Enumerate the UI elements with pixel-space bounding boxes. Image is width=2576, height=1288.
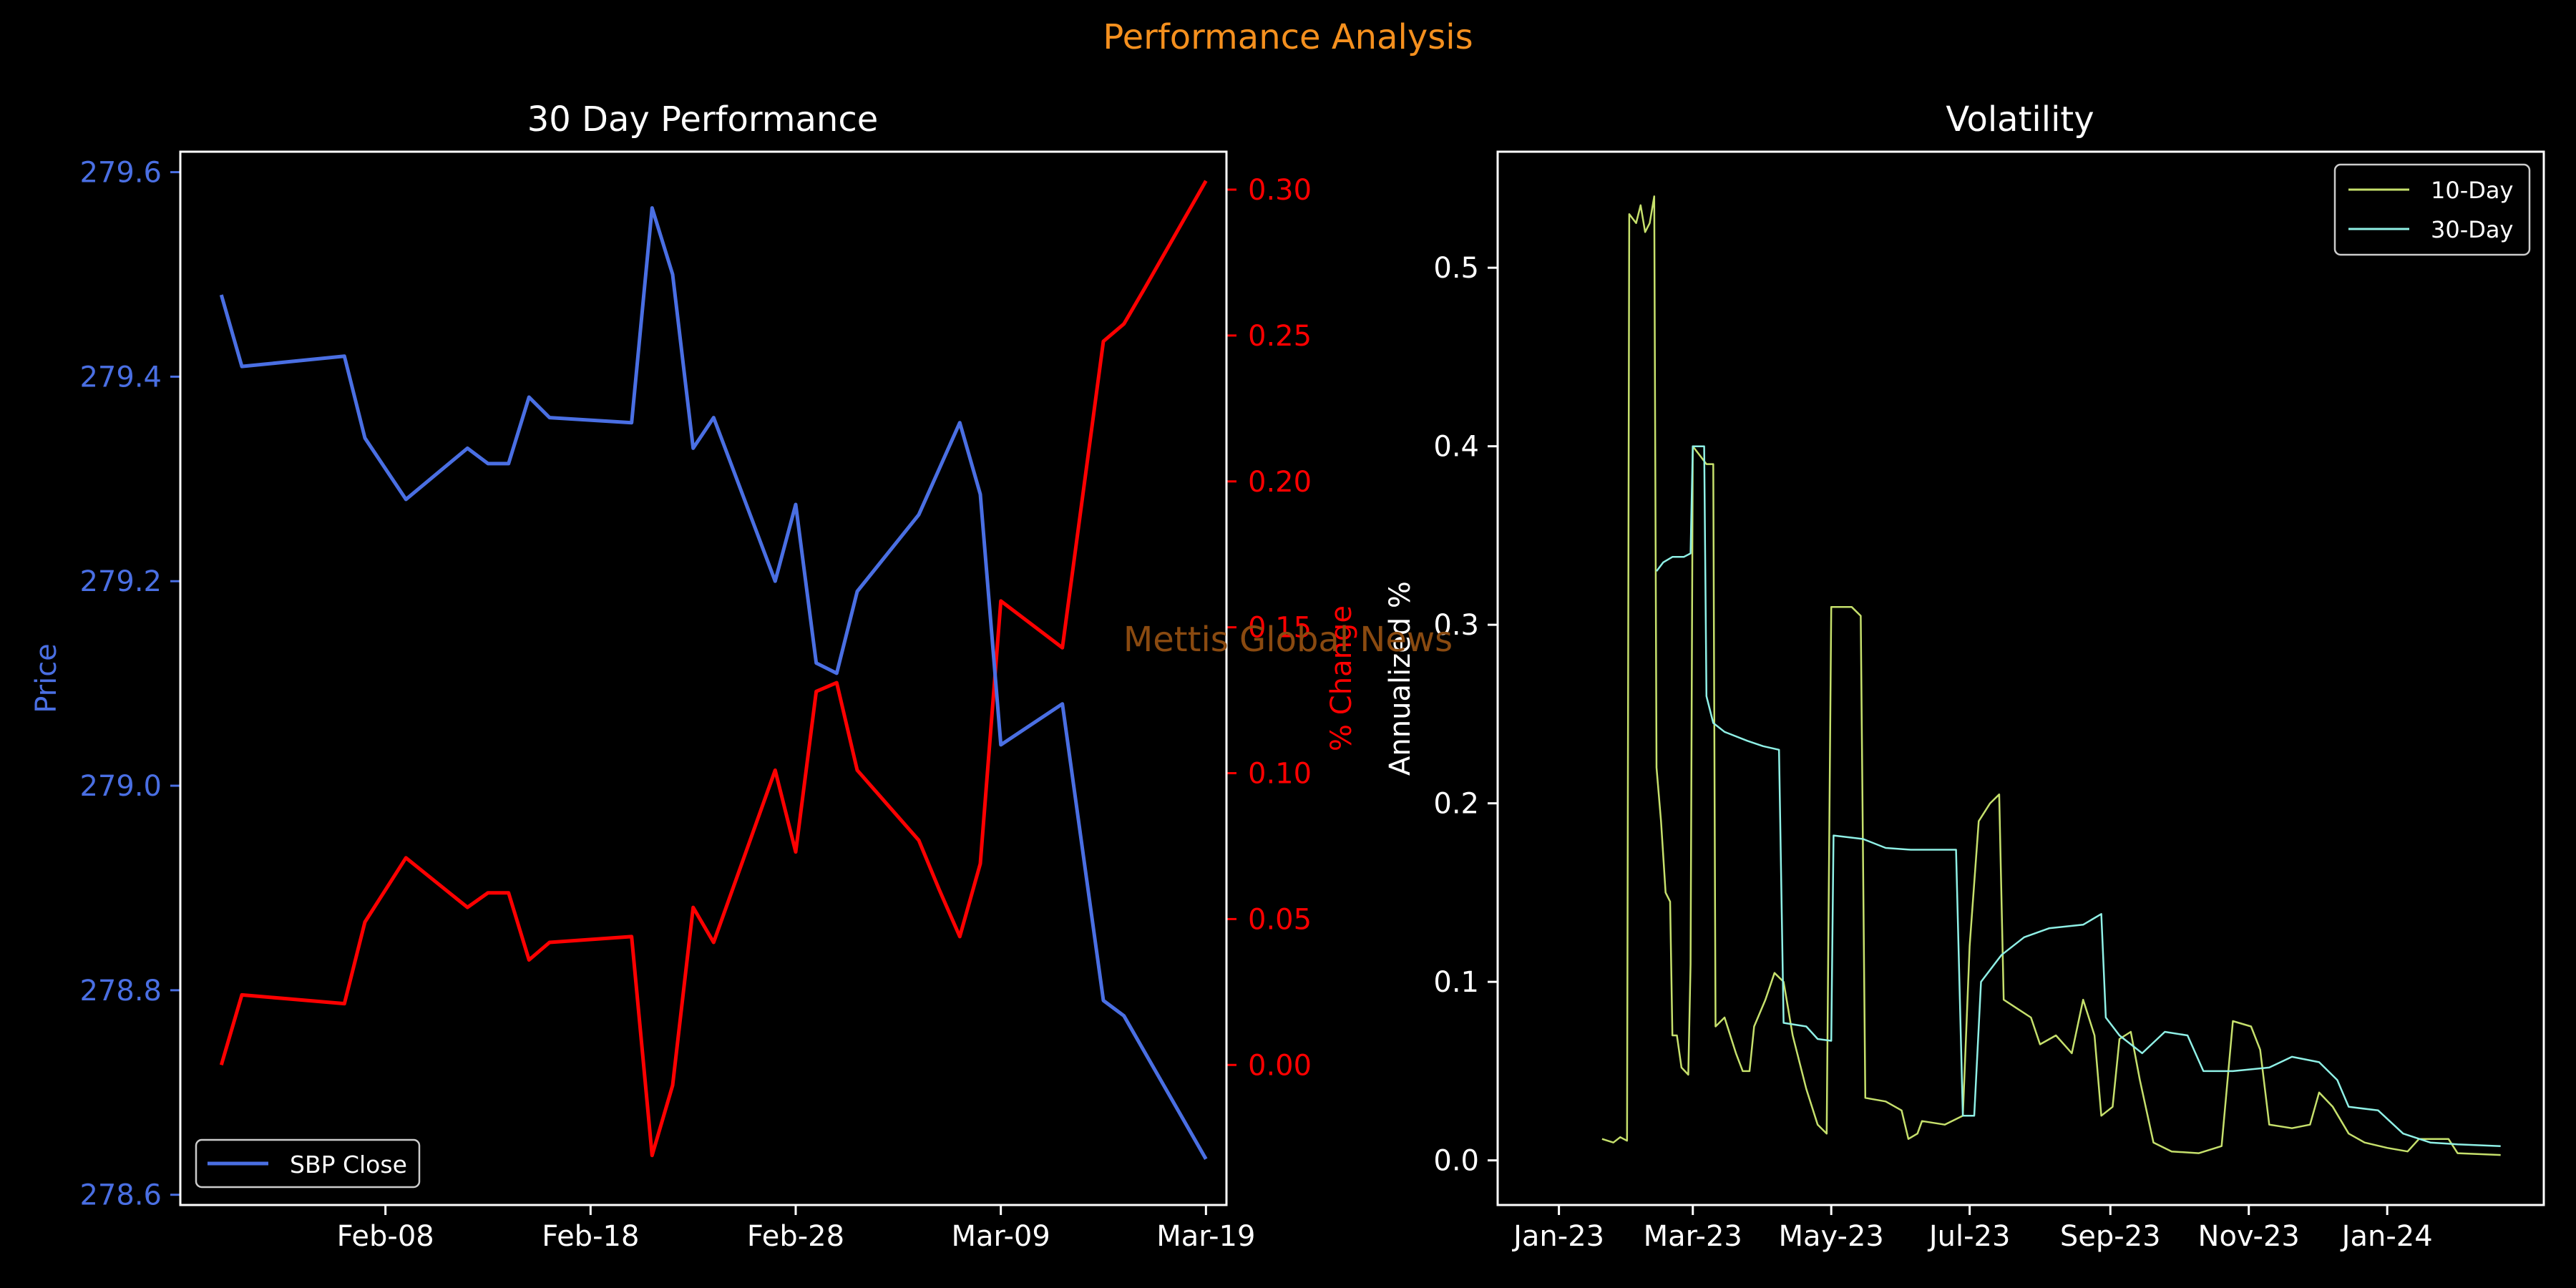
y-tick-label: 0.2: [1433, 788, 1479, 821]
volatility-plot-frame: [1496, 150, 2545, 1206]
pct-tick-label: 0.15: [1248, 612, 1312, 645]
price-tick-label: 279.2: [79, 565, 162, 598]
performance-title: 30 Day Performance: [527, 99, 879, 140]
pct-tick-label: 0.20: [1248, 466, 1312, 499]
y-tick-label: 0.5: [1433, 252, 1479, 285]
x-tick-label: Feb-18: [542, 1220, 639, 1253]
pct-tick-label: 0.05: [1248, 903, 1312, 936]
performance-panel: 30 Day Performance Price % Change Feb-08…: [30, 99, 1358, 1253]
performance-plot-frame: [179, 150, 1228, 1206]
x-tick-label: Sep-23: [2060, 1220, 2161, 1253]
volatility-panel: Volatility Annualized % Jan-23 Mar-23 May-…: [1384, 99, 2545, 1253]
price-axis-label: Price: [30, 643, 63, 713]
volatility-axis-label: Annualized %: [1384, 581, 1417, 776]
price-tick-label: 279.0: [79, 770, 162, 803]
legend-label-sbp-close: SBP Close: [290, 1151, 407, 1179]
legend-box: [195, 1138, 421, 1189]
price-tick-label: 278.6: [79, 1179, 162, 1212]
x-tick-label: Mar-23: [1644, 1220, 1742, 1253]
pct-change-line: [219, 180, 1208, 1158]
y-tick-label: 0.0: [1433, 1145, 1479, 1178]
performance-legend: SBP Close: [195, 1138, 421, 1189]
x-tick-label: Feb-08: [337, 1220, 434, 1253]
pct-tick-label: 0.30: [1248, 174, 1312, 207]
y-tick-label: 0.1: [1433, 966, 1479, 999]
y-tick-label: 0.3: [1433, 609, 1479, 642]
x-tick-label: Jul-23: [1927, 1220, 2011, 1253]
pct-tick-label: 0.25: [1248, 320, 1312, 353]
volatility-10-day-line: [1601, 195, 2501, 1156]
pct-tick-label: 0.00: [1248, 1049, 1312, 1082]
legend-label-30-day: 30-Day: [2431, 216, 2513, 243]
figure-title: Performance Analysis: [1103, 17, 1473, 57]
price-tick-label: 278.8: [79, 975, 162, 1008]
y-tick-label: 0.4: [1433, 431, 1479, 464]
price-tick-label: 279.4: [79, 361, 162, 394]
x-tick-label: Feb-28: [747, 1220, 844, 1253]
volatility-30-day-line: [1656, 445, 2501, 1147]
pct-change-axis-label: % Change: [1325, 605, 1358, 751]
volatility-title: Volatility: [1946, 99, 2094, 140]
x-tick-label: May-23: [1779, 1220, 1884, 1253]
legend-box: [2333, 163, 2531, 256]
watermark-text: Mettis Global News: [1123, 620, 1453, 660]
volatility-legend: 10-Day 30-Day: [2333, 163, 2531, 256]
x-tick-label: Jan-24: [2340, 1220, 2433, 1253]
legend-label-10-day: 10-Day: [2431, 177, 2513, 204]
x-tick-label: Mar-09: [952, 1220, 1050, 1253]
x-tick-label: Mar-19: [1156, 1220, 1255, 1253]
x-tick-label: Nov-23: [2198, 1220, 2300, 1253]
x-tick-label: Jan-23: [1511, 1220, 1604, 1253]
pct-tick-label: 0.10: [1248, 758, 1312, 791]
price-tick-label: 279.6: [79, 157, 162, 190]
sbp-close-line: [219, 206, 1208, 1160]
